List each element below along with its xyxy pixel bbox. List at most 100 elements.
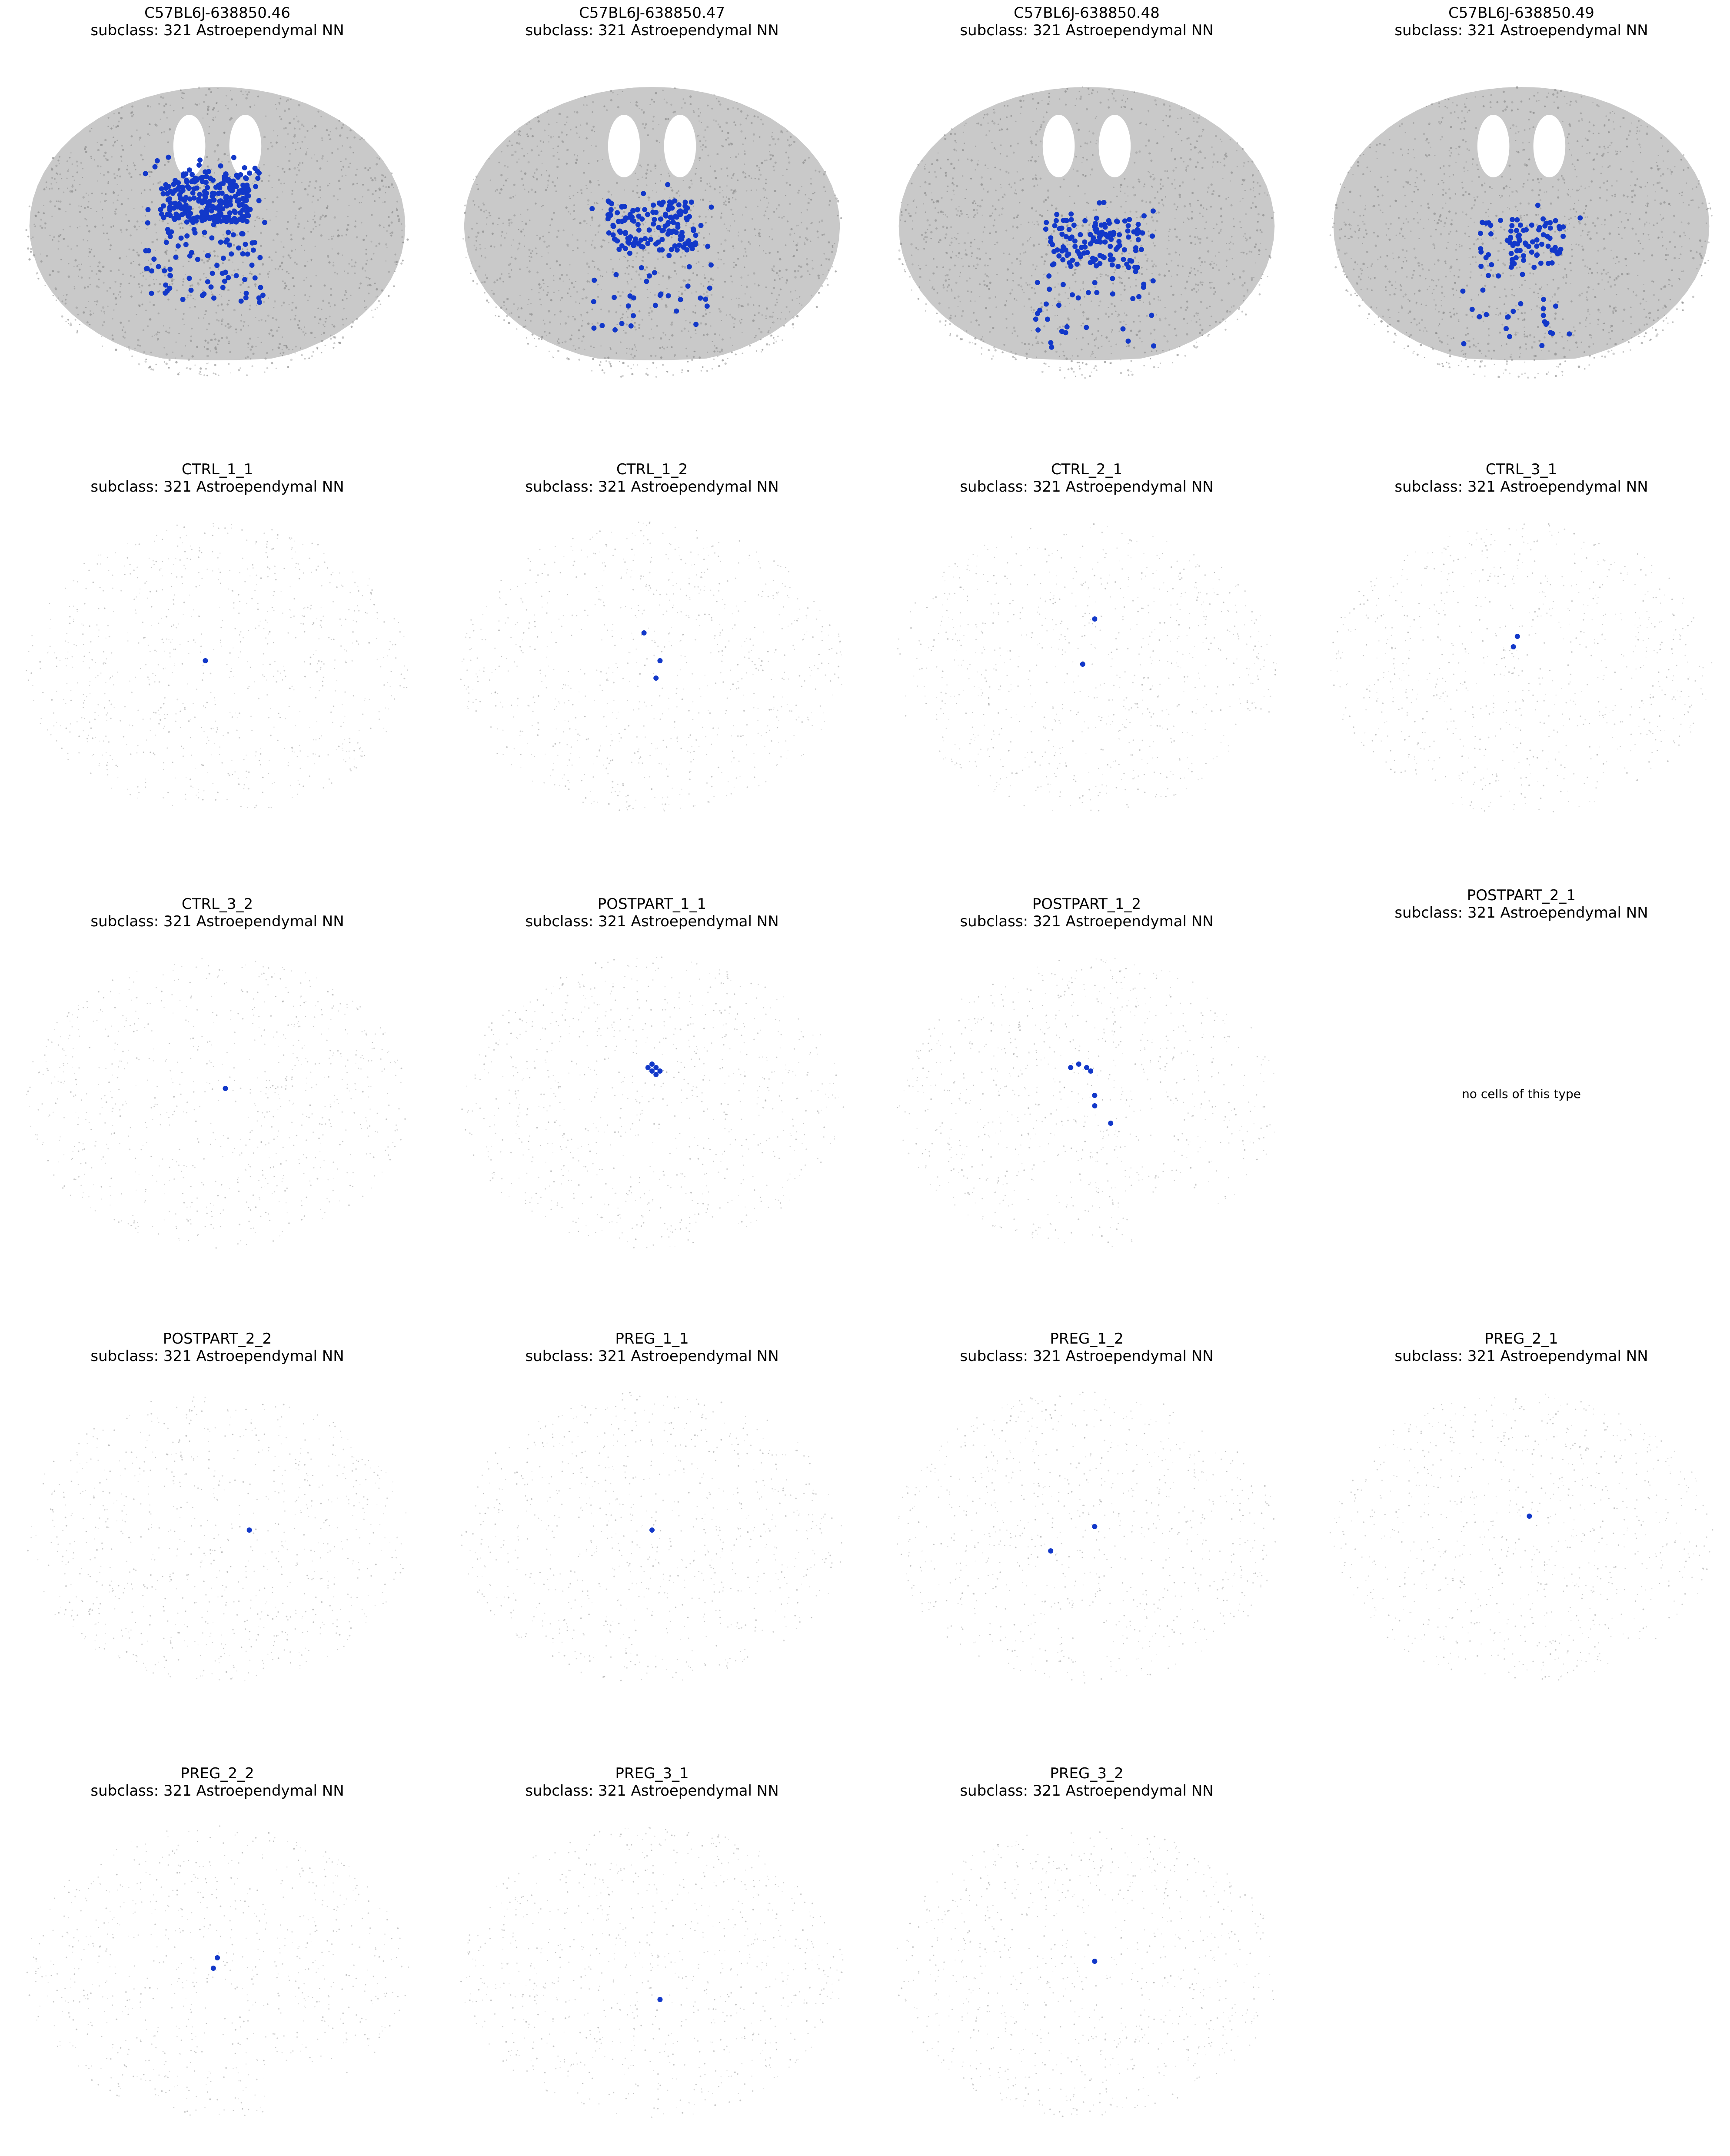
highlighted-cell-point xyxy=(233,210,238,215)
highlighted-cells xyxy=(223,1086,228,1091)
highlighted-cell-point xyxy=(229,251,234,257)
highlighted-cell-point xyxy=(194,177,200,183)
highlighted-cells xyxy=(1068,1061,1114,1126)
highlighted-cell-point xyxy=(171,205,177,211)
highlighted-cell-point xyxy=(1068,217,1074,223)
panel-title: CTRL_2_1 subclass: 321 Astroependymal NN xyxy=(887,461,1287,496)
highlighted-cell-point xyxy=(653,1072,659,1077)
highlighted-cells xyxy=(589,182,714,333)
highlighted-cell-point xyxy=(219,190,225,196)
highlighted-cell-point xyxy=(243,290,249,296)
highlighted-cell-point xyxy=(204,174,210,180)
highlighted-cell-point xyxy=(233,183,239,188)
highlighted-cell-point xyxy=(1577,215,1583,221)
highlighted-cell-point xyxy=(639,216,645,222)
highlighted-cell-point xyxy=(1547,220,1553,226)
highlighted-cell-point xyxy=(684,240,690,246)
highlighted-cell-point xyxy=(1097,253,1103,258)
scatter-plot xyxy=(887,487,1287,835)
highlighted-cell-point xyxy=(1053,218,1059,223)
highlighted-cell-point xyxy=(652,217,657,222)
highlighted-cell-point xyxy=(645,212,650,217)
highlighted-cells xyxy=(1033,200,1156,350)
highlighted-cell-point xyxy=(1046,273,1052,279)
background-cells xyxy=(26,958,406,1249)
highlighted-cell-point xyxy=(628,323,634,329)
highlighted-cell-point xyxy=(617,228,622,234)
highlighted-cell-point xyxy=(678,297,683,303)
highlighted-cell-point xyxy=(184,179,190,185)
highlighted-cell-point xyxy=(1514,228,1519,233)
ventricle-gap xyxy=(1477,115,1510,177)
highlighted-cell-point xyxy=(652,270,657,276)
highlighted-cell-point xyxy=(161,215,166,220)
ventricle-gap xyxy=(229,115,262,177)
highlighted-cell-point xyxy=(1139,247,1144,253)
highlighted-cell-point xyxy=(674,214,679,220)
highlighted-cell-point xyxy=(627,250,632,256)
highlighted-cell-point xyxy=(185,184,190,190)
highlighted-cell-point xyxy=(659,237,665,242)
highlighted-cell-point xyxy=(1111,232,1116,237)
highlighted-cell-point xyxy=(642,236,648,242)
highlighted-cell-point xyxy=(636,227,642,233)
highlighted-cell-point xyxy=(1557,226,1563,232)
background-cells xyxy=(460,521,842,812)
panel-title: PREG_3_1 subclass: 321 Astroependymal NN xyxy=(452,1765,852,1800)
highlighted-cell-point xyxy=(240,251,246,256)
scatter-svg xyxy=(461,956,844,1248)
highlighted-cell-point xyxy=(1510,644,1516,649)
highlighted-cell-point xyxy=(213,205,219,211)
panel-section-name: POSTPART_1_1 xyxy=(597,895,707,913)
highlighted-cell-point xyxy=(1067,236,1073,241)
panel-title: CTRL_1_1 subclass: 321 Astroependymal NN xyxy=(17,461,417,496)
panel-section-name: PREG_2_1 xyxy=(1484,1330,1558,1348)
highlighted-cells xyxy=(1092,1959,1098,1964)
highlighted-cell-point xyxy=(1035,311,1040,316)
panel-subclass: subclass: 321 Astroependymal NN xyxy=(525,913,779,930)
highlighted-cell-point xyxy=(238,298,244,304)
panel-subclass: subclass: 321 Astroependymal NN xyxy=(1394,478,1648,496)
highlighted-cell-point xyxy=(208,284,214,290)
scatter-svg xyxy=(896,1828,1274,2117)
highlighted-cell-point xyxy=(202,193,208,198)
highlighted-cell-point xyxy=(605,212,611,218)
panel-subclass: subclass: 321 Astroependymal NN xyxy=(1394,1348,1648,1365)
scatter-svg xyxy=(25,87,409,376)
highlighted-cell-point xyxy=(1508,251,1514,256)
highlighted-cells xyxy=(210,1955,220,1971)
figure-grid: C57BL6J-638850.46 subclass: 321 Astroepen… xyxy=(17,0,1713,2118)
highlighted-cell-point xyxy=(1514,217,1520,223)
highlighted-cell-point xyxy=(1530,239,1535,245)
highlighted-cell-point xyxy=(1064,324,1070,329)
panel-section-name: PREG_3_2 xyxy=(1050,1765,1124,1782)
highlighted-cell-point xyxy=(1106,218,1111,223)
highlighted-cell-point xyxy=(218,163,223,169)
background-cells xyxy=(1329,86,1713,379)
ventricle-gap xyxy=(1042,115,1075,177)
highlighted-cell-point xyxy=(1545,243,1551,249)
highlighted-cell-point xyxy=(260,293,266,298)
highlighted-cell-point xyxy=(679,230,685,235)
chart-panel: C57BL6J-638850.47 subclass: 321 Astroepen… xyxy=(452,0,852,417)
highlighted-cell-point xyxy=(1524,242,1529,247)
highlighted-cell-point xyxy=(657,1068,663,1074)
highlighted-cell-point xyxy=(240,214,245,220)
highlighted-cell-point xyxy=(676,202,682,208)
highlighted-cell-point xyxy=(1510,309,1516,314)
highlighted-cell-point xyxy=(1094,263,1099,269)
highlighted-cell-point xyxy=(236,245,241,251)
highlighted-cells xyxy=(1527,1514,1532,1519)
highlighted-cell-point xyxy=(1549,260,1555,266)
highlighted-cell-point xyxy=(1469,306,1475,312)
highlighted-cell-point xyxy=(630,208,636,214)
highlighted-cell-point xyxy=(1115,219,1120,225)
highlighted-cell-point xyxy=(230,178,236,184)
scatter-plot xyxy=(452,922,852,1269)
highlighted-cell-point xyxy=(1121,256,1126,262)
highlighted-cell-point xyxy=(252,275,258,281)
highlighted-cell-point xyxy=(156,264,161,270)
highlighted-cell-point xyxy=(1540,306,1546,312)
panel-section-name: CTRL_3_1 xyxy=(1485,461,1557,478)
highlighted-cell-point xyxy=(1520,272,1525,277)
